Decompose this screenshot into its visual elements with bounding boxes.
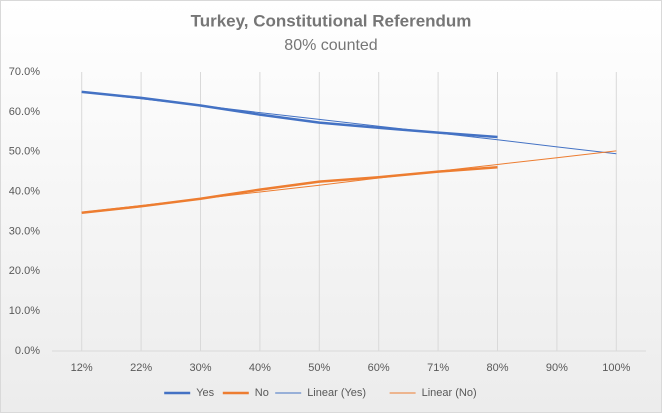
y-tick-label: 20.0% bbox=[9, 265, 40, 277]
x-tick-label: 12% bbox=[71, 362, 93, 374]
legend-label: Yes bbox=[196, 387, 214, 399]
series-line bbox=[81, 150, 617, 213]
x-tick-label: 80% bbox=[486, 362, 508, 374]
y-tick-label: 70.0% bbox=[9, 66, 40, 78]
legend-label: Linear (Yes) bbox=[307, 387, 366, 399]
legend-label: No bbox=[255, 387, 269, 399]
x-tick-label: 50% bbox=[308, 362, 330, 374]
chart-title: Turkey, Constitutional Referendum bbox=[191, 11, 472, 30]
y-tick-label: 30.0% bbox=[9, 225, 40, 237]
chart-subtitle: 80% counted bbox=[284, 37, 377, 54]
legend-label: Linear (No) bbox=[422, 387, 477, 399]
y-tick-label: 10.0% bbox=[9, 305, 40, 317]
y-tick-label: 0.0% bbox=[15, 345, 40, 357]
x-tick-label: 71% bbox=[427, 362, 449, 374]
x-tick-label: 90% bbox=[546, 362, 568, 374]
x-tick-label: 40% bbox=[249, 362, 271, 374]
y-tick-label: 40.0% bbox=[9, 185, 40, 197]
x-tick-label: 100% bbox=[602, 362, 630, 374]
x-tick-label: 60% bbox=[368, 362, 390, 374]
x-tick-label: 30% bbox=[189, 362, 211, 374]
y-tick-label: 60.0% bbox=[9, 106, 40, 118]
y-tick-label: 50.0% bbox=[9, 146, 40, 158]
x-tick-label: 22% bbox=[130, 362, 152, 374]
series-line bbox=[81, 91, 617, 155]
